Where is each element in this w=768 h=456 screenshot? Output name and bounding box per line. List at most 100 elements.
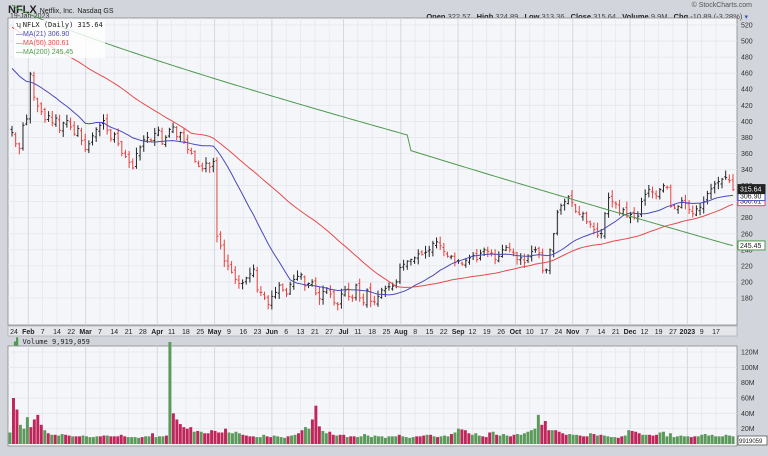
volume-bar bbox=[540, 424, 544, 444]
x-tick-label: Sep bbox=[452, 329, 465, 336]
volume-bar bbox=[710, 434, 714, 444]
volume-bar bbox=[575, 434, 579, 444]
volume-bar bbox=[550, 430, 554, 444]
volume-bar bbox=[255, 437, 259, 444]
x-tick-label: 9 bbox=[700, 329, 704, 336]
volume-bar bbox=[616, 437, 620, 444]
volume-bar bbox=[449, 434, 453, 444]
volume-bar bbox=[241, 434, 245, 444]
y-tick-label: 180 bbox=[741, 296, 753, 303]
volume-bar bbox=[599, 434, 603, 444]
volume-bar bbox=[439, 436, 443, 444]
x-tick-label: 21 bbox=[612, 329, 620, 336]
volume-bar bbox=[182, 427, 186, 444]
x-tick-label: 26 bbox=[497, 329, 505, 336]
volume-bar bbox=[310, 419, 314, 444]
y-tick-label: 340 bbox=[741, 167, 753, 174]
volume-bar bbox=[64, 434, 68, 444]
x-tick-label: 18 bbox=[182, 329, 190, 336]
volume-bar bbox=[380, 436, 384, 444]
volume-bar bbox=[102, 435, 106, 444]
volume-label: Volume bbox=[622, 12, 649, 21]
x-tick-label: 19 bbox=[483, 329, 491, 336]
volume-bar bbox=[335, 435, 339, 444]
volume-bar bbox=[509, 436, 513, 444]
volume-bar bbox=[352, 436, 356, 444]
volume-bar bbox=[443, 435, 446, 444]
close-value: 315.64 bbox=[593, 12, 617, 21]
volume-bar bbox=[376, 436, 380, 444]
volume-bar bbox=[613, 437, 617, 444]
volume-bar bbox=[474, 433, 478, 444]
volume-bar bbox=[130, 437, 134, 444]
last-value-label: 306.90 bbox=[740, 194, 762, 201]
x-tick-label: Oct bbox=[510, 329, 522, 336]
volume-bar bbox=[453, 432, 457, 444]
legend-ma200: —MA(200) 245.45 bbox=[16, 48, 103, 57]
line-icon: — bbox=[16, 40, 23, 47]
volume-bar bbox=[387, 436, 391, 444]
volume-bar bbox=[324, 433, 328, 444]
volume-bar bbox=[470, 434, 474, 444]
volume-bar bbox=[53, 434, 57, 444]
volume-bar bbox=[123, 436, 127, 444]
x-tick-label: 6 bbox=[284, 329, 288, 336]
volume-bar bbox=[522, 433, 526, 444]
volume-bar bbox=[620, 436, 624, 444]
volume-bar bbox=[157, 436, 161, 444]
x-tick-label: 11 bbox=[168, 329, 175, 336]
y-tick-label: 200 bbox=[741, 279, 753, 286]
high-label: High bbox=[476, 12, 494, 21]
volume-bar bbox=[533, 428, 537, 444]
volume-bar bbox=[300, 430, 304, 444]
x-tick-label: 19 bbox=[655, 329, 663, 336]
volume-bar bbox=[133, 437, 137, 444]
low-value: 313.36 bbox=[541, 12, 565, 21]
volume-bar bbox=[502, 434, 506, 444]
volume-bar bbox=[95, 436, 99, 444]
chart-date: 19-Jan-2023 bbox=[10, 13, 50, 20]
x-tick-label: 16 bbox=[239, 329, 247, 336]
volume-bar bbox=[230, 433, 234, 444]
volume-bar bbox=[526, 431, 530, 444]
volume-bar bbox=[366, 435, 370, 444]
volume-bar bbox=[154, 437, 158, 444]
x-tick-label: 14 bbox=[53, 329, 61, 336]
volume-bar bbox=[88, 437, 92, 444]
volume-bar bbox=[436, 437, 440, 444]
volume-bar bbox=[178, 424, 182, 444]
volume-bar bbox=[644, 434, 648, 444]
y-tick-label: 440 bbox=[741, 87, 753, 94]
volume-bar bbox=[408, 437, 412, 444]
volume-bar bbox=[81, 435, 85, 444]
volume-bar bbox=[199, 431, 203, 444]
volume-bar bbox=[185, 428, 189, 444]
volume-bar bbox=[662, 431, 665, 444]
volume-bar bbox=[370, 437, 373, 444]
x-tick-label: Nov bbox=[566, 329, 579, 336]
volume-tick-label: 60M bbox=[741, 396, 755, 403]
x-tick-label: 21 bbox=[311, 329, 319, 336]
volume-bar bbox=[602, 435, 606, 444]
volume-tick-label: 20M bbox=[741, 426, 755, 433]
x-tick-label: 14 bbox=[110, 329, 118, 336]
price-legend: ʮ NFLX (Daily) 315.64 —MA(21) 306.90 —MA… bbox=[14, 20, 105, 58]
volume-bar bbox=[543, 421, 547, 444]
volume-bar bbox=[151, 433, 154, 444]
volume-bar bbox=[22, 428, 26, 444]
volume-bar bbox=[623, 435, 627, 444]
y-tick-label: 380 bbox=[741, 135, 753, 142]
volume-bar bbox=[714, 436, 718, 444]
volume-bar bbox=[536, 414, 540, 444]
volume-bar bbox=[655, 434, 658, 444]
legend-price-text: NFLX (Daily) 315.64 bbox=[22, 21, 103, 29]
volume-bar bbox=[345, 437, 349, 444]
volume-bar bbox=[512, 434, 516, 444]
volume-bar bbox=[564, 434, 568, 444]
volume-tick-label: 100M bbox=[741, 365, 759, 372]
volume-bar bbox=[460, 429, 464, 444]
volume-bar bbox=[224, 428, 227, 444]
chevron-down-icon[interactable]: ▾ bbox=[744, 14, 748, 21]
legend-price: ʮ NFLX (Daily) 315.64 bbox=[16, 21, 103, 30]
